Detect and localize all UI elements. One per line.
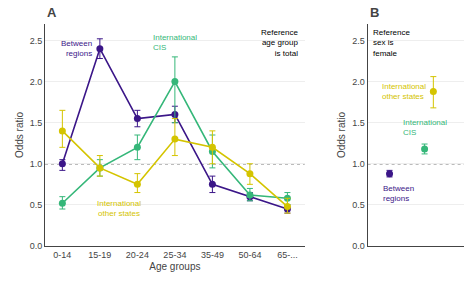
svg-text:1.0: 1.0 xyxy=(352,159,365,169)
svg-text:Betweenregions: Betweenregions xyxy=(383,184,414,203)
svg-text:Age groups: Age groups xyxy=(149,261,200,272)
svg-text:65-...: 65-... xyxy=(277,250,298,260)
svg-text:B: B xyxy=(370,5,379,20)
svg-text:0.5: 0.5 xyxy=(30,200,43,210)
svg-text:A: A xyxy=(47,5,57,20)
svg-text:50-64: 50-64 xyxy=(238,250,261,260)
svg-text:0.5: 0.5 xyxy=(352,200,365,210)
svg-text:35-49: 35-49 xyxy=(201,250,224,260)
svg-text:15-19: 15-19 xyxy=(88,250,111,260)
svg-text:25-34: 25-34 xyxy=(163,250,186,260)
svg-text:2.5: 2.5 xyxy=(30,36,43,46)
svg-text:Referenceage groupis total: Referenceage groupis total xyxy=(261,28,298,58)
svg-text:Internationalother states: Internationalother states xyxy=(97,199,141,218)
svg-text:Odds ratio: Odds ratio xyxy=(336,111,347,158)
svg-text:1.0: 1.0 xyxy=(30,159,43,169)
svg-text:2.5: 2.5 xyxy=(352,36,365,46)
svg-text:Betweenregions: Betweenregions xyxy=(61,39,92,58)
svg-text:1.5: 1.5 xyxy=(352,118,365,128)
svg-text:Internationalother states: Internationalother states xyxy=(382,82,426,101)
svg-text:1.5: 1.5 xyxy=(30,118,43,128)
svg-text:InternationalCIS: InternationalCIS xyxy=(403,118,447,137)
svg-text:Odds ratio: Odds ratio xyxy=(14,111,25,158)
svg-text:InternationalCIS: InternationalCIS xyxy=(153,33,197,52)
svg-text:Referencesex isfemale: Referencesex isfemale xyxy=(373,28,410,58)
svg-text:0.0: 0.0 xyxy=(30,241,43,251)
svg-text:0.0: 0.0 xyxy=(352,241,365,251)
svg-text:2.0: 2.0 xyxy=(352,77,365,87)
svg-text:20-24: 20-24 xyxy=(126,250,149,260)
svg-text:2.0: 2.0 xyxy=(30,77,43,87)
svg-text:0-14: 0-14 xyxy=(53,250,71,260)
